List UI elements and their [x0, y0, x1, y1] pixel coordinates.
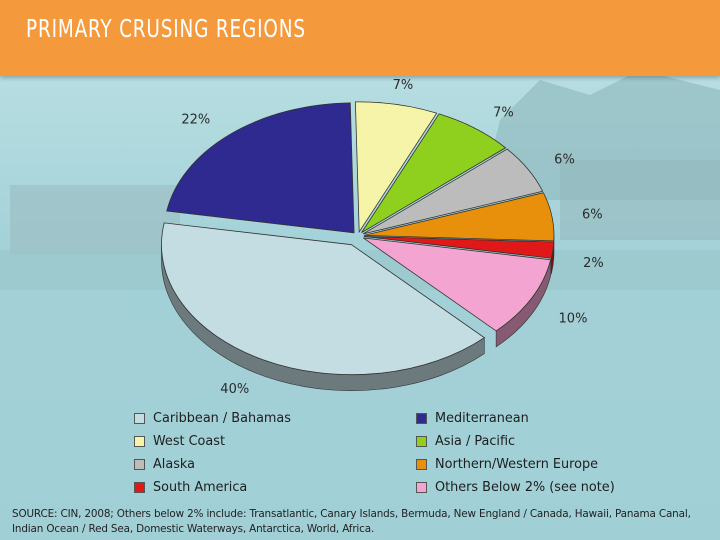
legend-label: South America	[153, 479, 248, 495]
legend-label: Asia / Pacific	[435, 433, 516, 449]
legend-swatch	[416, 481, 427, 493]
legend-label: Mediterranean	[435, 410, 529, 426]
legend-label: Caribbean / Bahamas	[153, 410, 291, 426]
source-note: SOURCE: CIN, 2008; Others below 2% inclu…	[12, 508, 691, 535]
pie-chart: 7% 7% 6% 6% 2% 10% 40% 22%	[161, 78, 604, 397]
data-label: 2%	[583, 256, 604, 271]
pie-slice	[363, 237, 552, 332]
legend-item: West Coast	[134, 430, 229, 452]
legend-item: Asia / Pacific	[416, 430, 519, 452]
legend-item: Alaska	[134, 453, 197, 475]
legend-swatch	[416, 458, 427, 470]
pie-slice	[361, 113, 507, 233]
legend-item: Mediterranean	[416, 407, 534, 429]
data-label: 7%	[493, 106, 514, 121]
legend-swatch	[134, 435, 145, 447]
legend-item: South America	[134, 476, 252, 498]
legend-label: Others Below 2% (see note)	[435, 479, 615, 495]
data-label: 7%	[393, 78, 414, 93]
legend-item: Others Below 2% (see note)	[416, 476, 624, 498]
data-label: 6%	[554, 153, 575, 168]
legend-label: Northern/Western Europe	[435, 456, 599, 472]
page-title: PRIMARY CRUSING REGIONS	[26, 14, 306, 43]
legend-swatch	[416, 412, 427, 424]
legend-item: Caribbean / Bahamas	[134, 407, 298, 429]
legend-swatch	[134, 481, 145, 493]
data-label: 40%	[220, 382, 249, 397]
legend-label: Alaska	[153, 456, 195, 472]
legend-swatch	[134, 458, 145, 470]
legend-swatch	[134, 412, 145, 424]
legend-label: West Coast	[153, 433, 225, 449]
pie-slice	[363, 192, 555, 242]
pie-slice	[363, 236, 555, 259]
data-label: 10%	[559, 312, 588, 327]
legend-item: Northern/Western Europe	[416, 453, 607, 475]
pie-slice	[161, 222, 486, 376]
pie-slice	[166, 102, 355, 234]
legend-swatch	[416, 435, 427, 447]
pie-slice	[354, 101, 438, 234]
chart-legend: Caribbean / Bahamas Mediterranean West C…	[134, 407, 634, 499]
pie-slice	[362, 148, 544, 235]
data-label: 6%	[582, 208, 603, 223]
header-bar: PRIMARY CRUSING REGIONS	[0, 0, 720, 76]
data-label: 22%	[181, 113, 210, 128]
